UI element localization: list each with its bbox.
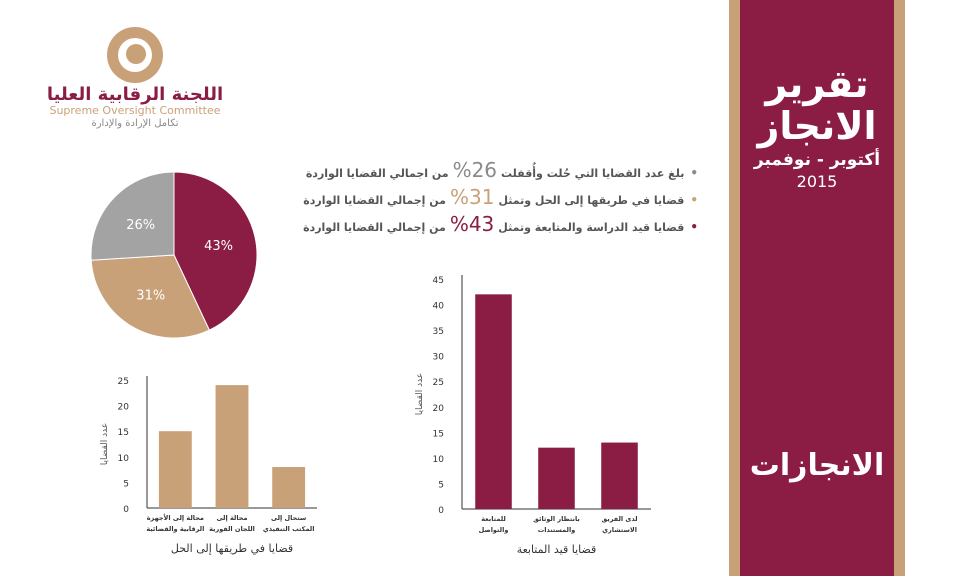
y-tick-label: 10 — [118, 454, 130, 464]
section-title: الانجازات — [749, 448, 885, 483]
report-year: 2015 — [796, 172, 838, 191]
y-tick-label: 5 — [123, 479, 129, 489]
logo-mark-icon — [126, 44, 146, 64]
bullet-text: من إجمالي القضايا الواردة — [303, 194, 446, 207]
x-tick-label: لدى الفريق — [601, 515, 637, 523]
pie-slice — [90, 171, 175, 261]
pie-slice — [173, 171, 258, 331]
x-tick-label: الرقابية والقضائية — [146, 525, 204, 533]
y-axis-label: عدد القضايا — [415, 373, 425, 416]
x-tick-label: والمستندات — [538, 526, 576, 534]
charts-canvas: 43% 31% 26% 0 5 10 15 20 25 محالة إلى الأجهزة الرق… — [90, 171, 651, 556]
bullet-text: من اجمالي القضايا الواردة — [305, 167, 449, 180]
y-tick-label: 0 — [123, 505, 129, 515]
x-tick-label: محالة إلى — [216, 514, 247, 522]
bullet-dot-icon: • — [690, 220, 698, 234]
bar — [215, 385, 249, 508]
y-tick-label: 0 — [438, 506, 444, 516]
x-tick-label: ستحال إلى — [271, 514, 306, 522]
chart-title: قضايا في طريقها إلى الحل — [171, 542, 293, 555]
bullet-in-progress: • قضايا في طريقها إلى الحل وتمثل31%من إجم… — [303, 185, 698, 209]
x-tick-label: الاستشاري — [602, 526, 637, 534]
pie-slice-label: 43% — [204, 239, 233, 254]
bar — [475, 294, 512, 509]
report-period: أكتوبر - نوفمبر — [753, 150, 881, 170]
y-tick-label: 40 — [433, 302, 445, 312]
y-tick-label: 15 — [433, 429, 444, 439]
report-title-line2: الانجاز — [757, 104, 877, 148]
pie-slice-label: 26% — [126, 218, 155, 233]
y-tick-label: 5 — [438, 480, 444, 490]
chart-title: قضايا قيد المتابعة — [517, 543, 597, 556]
x-tick-label: المكتب التنفيذي — [263, 525, 315, 533]
y-tick-label: 45 — [433, 276, 444, 286]
bullet-dot-icon: • — [690, 193, 698, 207]
y-tick-label: 20 — [433, 404, 445, 414]
x-tick-label: للمتابعة — [481, 515, 506, 523]
x-tick-label: محالة إلى الأجهزة — [147, 513, 204, 522]
bullet-percent: 43% — [449, 212, 495, 236]
org-name-arabic: اللجنة الرقابية العليا — [46, 84, 224, 105]
bar — [601, 442, 638, 509]
org-slogan: تكامل الإرادة والإدارة — [91, 118, 179, 129]
y-tick-label: 10 — [433, 455, 445, 465]
y-tick-label: 25 — [433, 378, 444, 388]
y-tick-label: 35 — [433, 327, 444, 337]
bullet-closed: • بلغ عدد القضايا التي حُلت وأُقفلت26%من … — [306, 158, 698, 182]
pie-slice — [90, 254, 211, 339]
x-tick-label: اللجان الفورية — [209, 525, 255, 533]
x-tick-label: بانتظار الوثائق — [533, 515, 580, 523]
bullet-text: من إجمالي القضايا الواردة — [303, 221, 446, 234]
bullet-percent: 26% — [452, 158, 498, 182]
y-tick-label: 30 — [433, 353, 445, 363]
bar — [158, 431, 192, 508]
org-name-english: Supreme Oversight Committee — [49, 104, 221, 117]
y-tick-label: 15 — [118, 428, 129, 438]
bullet-text: قضايا قيد الدراسة والمتابعة وتمثل — [498, 221, 685, 234]
report-title-line1: تقرير — [765, 62, 869, 106]
bullet-under-study: • قضايا قيد الدراسة والمتابعة وتمثل43%من … — [303, 212, 698, 236]
pie-slice-label: 31% — [136, 288, 165, 303]
bullet-percent: 31% — [449, 185, 495, 209]
banner — [740, 0, 894, 576]
bullet-text: بلغ عدد القضايا التي حُلت وأُقفلت — [501, 167, 685, 180]
y-axis-label: عدد القضايا — [100, 423, 110, 466]
y-tick-label: 25 — [118, 377, 129, 387]
y-tick-label: 20 — [118, 403, 130, 413]
x-tick-label: والتواصل — [479, 526, 509, 534]
bullet-dot-icon: • — [690, 166, 698, 180]
bar — [538, 447, 575, 509]
bullet-text: قضايا في طريقها إلى الحل وتمثل — [498, 194, 685, 207]
bar — [272, 467, 306, 508]
